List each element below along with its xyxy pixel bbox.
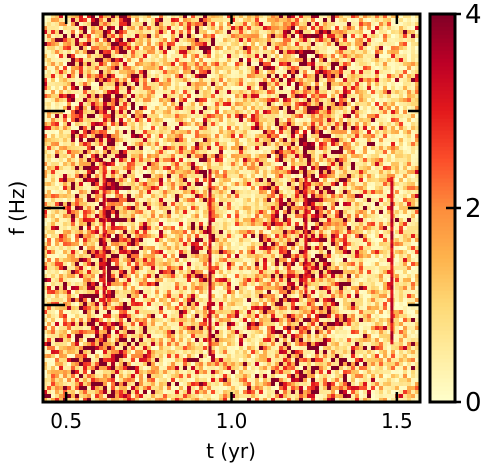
signal-lines xyxy=(102,161,394,356)
x-tick-label: 1.5 xyxy=(381,409,413,433)
colorbar-frame xyxy=(428,12,457,404)
signal-line-4 xyxy=(390,176,394,345)
signal-line-2 xyxy=(208,169,212,356)
colorbar-tick-label: 4 xyxy=(465,0,482,30)
signal-line-3 xyxy=(304,176,308,294)
y-axis-label: f (Hz) xyxy=(5,181,29,236)
colorbar-tick-label: 2 xyxy=(465,194,482,224)
signal-line-1 xyxy=(102,161,106,306)
x-tick-label: 0.5 xyxy=(50,409,82,433)
x-axis-label: t (yr) xyxy=(206,439,256,463)
x-tick-label: 1.0 xyxy=(216,409,248,433)
axes: 0.5 1.0 1.5 xyxy=(43,14,420,433)
colorbar: 0 2 4 xyxy=(430,0,482,418)
colorbar-tick-label: 0 xyxy=(465,388,482,418)
heatmap-plot-area xyxy=(43,14,420,402)
